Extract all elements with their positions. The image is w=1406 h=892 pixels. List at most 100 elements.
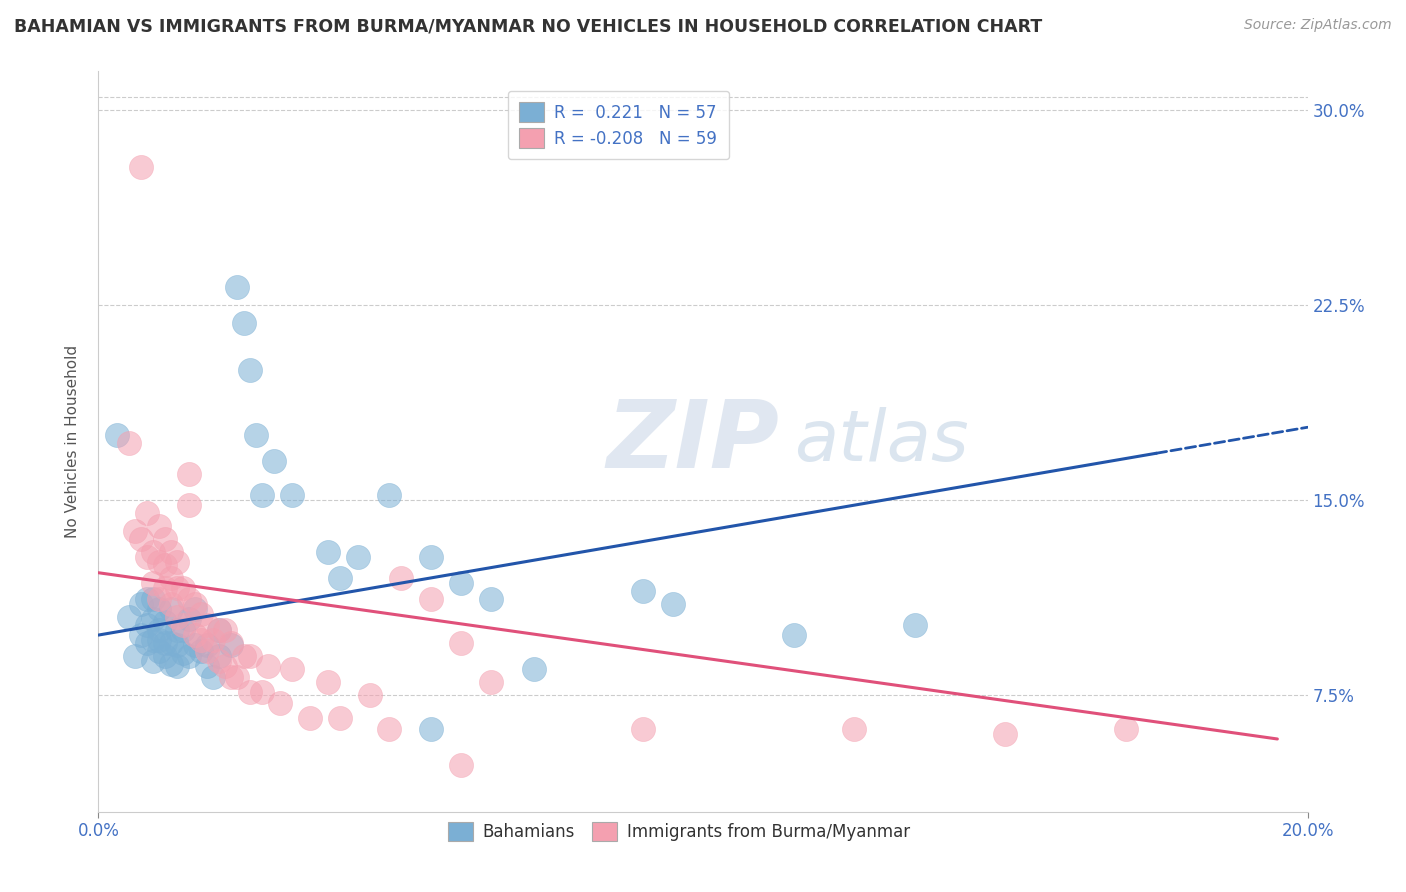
Point <box>783 628 806 642</box>
Point <box>420 722 443 736</box>
Point <box>148 602 170 616</box>
Point <box>844 722 866 736</box>
Point <box>179 591 201 606</box>
Point <box>226 280 249 294</box>
Text: ZIP: ZIP <box>606 395 779 488</box>
Point <box>172 623 194 637</box>
Text: atlas: atlas <box>793 407 969 476</box>
Point <box>135 550 157 565</box>
Point <box>142 612 165 626</box>
Point <box>148 623 170 637</box>
Text: BAHAMIAN VS IMMIGRANTS FROM BURMA/MYANMAR NO VEHICLES IN HOUSEHOLD CORRELATION C: BAHAMIAN VS IMMIGRANTS FROM BURMA/MYANMA… <box>14 18 1042 36</box>
Point <box>377 722 399 736</box>
Point <box>347 550 370 565</box>
Point <box>195 617 218 632</box>
Point <box>420 550 443 565</box>
Point <box>329 711 352 725</box>
Point <box>281 662 304 676</box>
Point <box>129 628 152 642</box>
Point <box>160 571 183 585</box>
Point <box>160 657 183 671</box>
Point <box>256 659 278 673</box>
Point <box>148 555 170 569</box>
Point <box>142 633 165 648</box>
Point <box>160 597 183 611</box>
Point <box>195 639 218 653</box>
Point <box>135 506 157 520</box>
Point <box>172 646 194 660</box>
Point <box>184 639 207 653</box>
Point <box>118 435 141 450</box>
Point <box>208 623 231 637</box>
Point <box>250 685 273 699</box>
Point <box>172 582 194 596</box>
Text: Source: ZipAtlas.com: Source: ZipAtlas.com <box>1244 18 1392 32</box>
Point <box>1115 722 1137 736</box>
Point <box>994 727 1017 741</box>
Point <box>142 654 165 668</box>
Point <box>202 633 225 648</box>
Point <box>179 612 201 626</box>
Point <box>299 711 322 725</box>
Point <box>190 607 212 622</box>
Point <box>481 591 503 606</box>
Point <box>148 643 170 657</box>
Point <box>239 685 262 699</box>
Point <box>135 617 157 632</box>
Point <box>124 648 146 663</box>
Point <box>221 636 243 650</box>
Point <box>420 591 443 606</box>
Point <box>221 639 243 653</box>
Point <box>239 363 262 377</box>
Point <box>166 582 188 596</box>
Point <box>135 591 157 606</box>
Point <box>184 597 207 611</box>
Y-axis label: No Vehicles in Household: No Vehicles in Household <box>65 345 80 538</box>
Point <box>481 674 503 689</box>
Point <box>202 670 225 684</box>
Point <box>377 488 399 502</box>
Point <box>190 633 212 648</box>
Point <box>179 467 201 481</box>
Point <box>208 648 231 663</box>
Point <box>523 662 546 676</box>
Point <box>153 636 176 650</box>
Point <box>208 654 231 668</box>
Point <box>221 670 243 684</box>
Point <box>148 519 170 533</box>
Point <box>148 633 170 648</box>
Point <box>450 576 472 591</box>
Point <box>160 636 183 650</box>
Point <box>226 670 249 684</box>
Point <box>118 610 141 624</box>
Point <box>450 636 472 650</box>
Point <box>250 488 273 502</box>
Point <box>166 555 188 569</box>
Point <box>190 643 212 657</box>
Point <box>142 545 165 559</box>
Point <box>153 532 176 546</box>
Point <box>160 602 183 616</box>
Point <box>239 648 262 663</box>
Point <box>166 610 188 624</box>
Point <box>179 648 201 663</box>
Point <box>105 428 128 442</box>
Point <box>184 602 207 616</box>
Point <box>208 623 231 637</box>
Point <box>389 571 412 585</box>
Point <box>153 582 176 596</box>
Point <box>904 617 927 632</box>
Point <box>450 758 472 772</box>
Point <box>195 659 218 673</box>
Point <box>245 428 267 442</box>
Point <box>142 576 165 591</box>
Legend: Bahamians, Immigrants from Burma/Myanmar: Bahamians, Immigrants from Burma/Myanmar <box>441 815 917 847</box>
Point <box>166 659 188 673</box>
Point <box>124 524 146 538</box>
Point <box>172 617 194 632</box>
Point <box>360 688 382 702</box>
Point <box>316 545 339 559</box>
Point <box>195 643 218 657</box>
Point <box>129 532 152 546</box>
Point <box>148 591 170 606</box>
